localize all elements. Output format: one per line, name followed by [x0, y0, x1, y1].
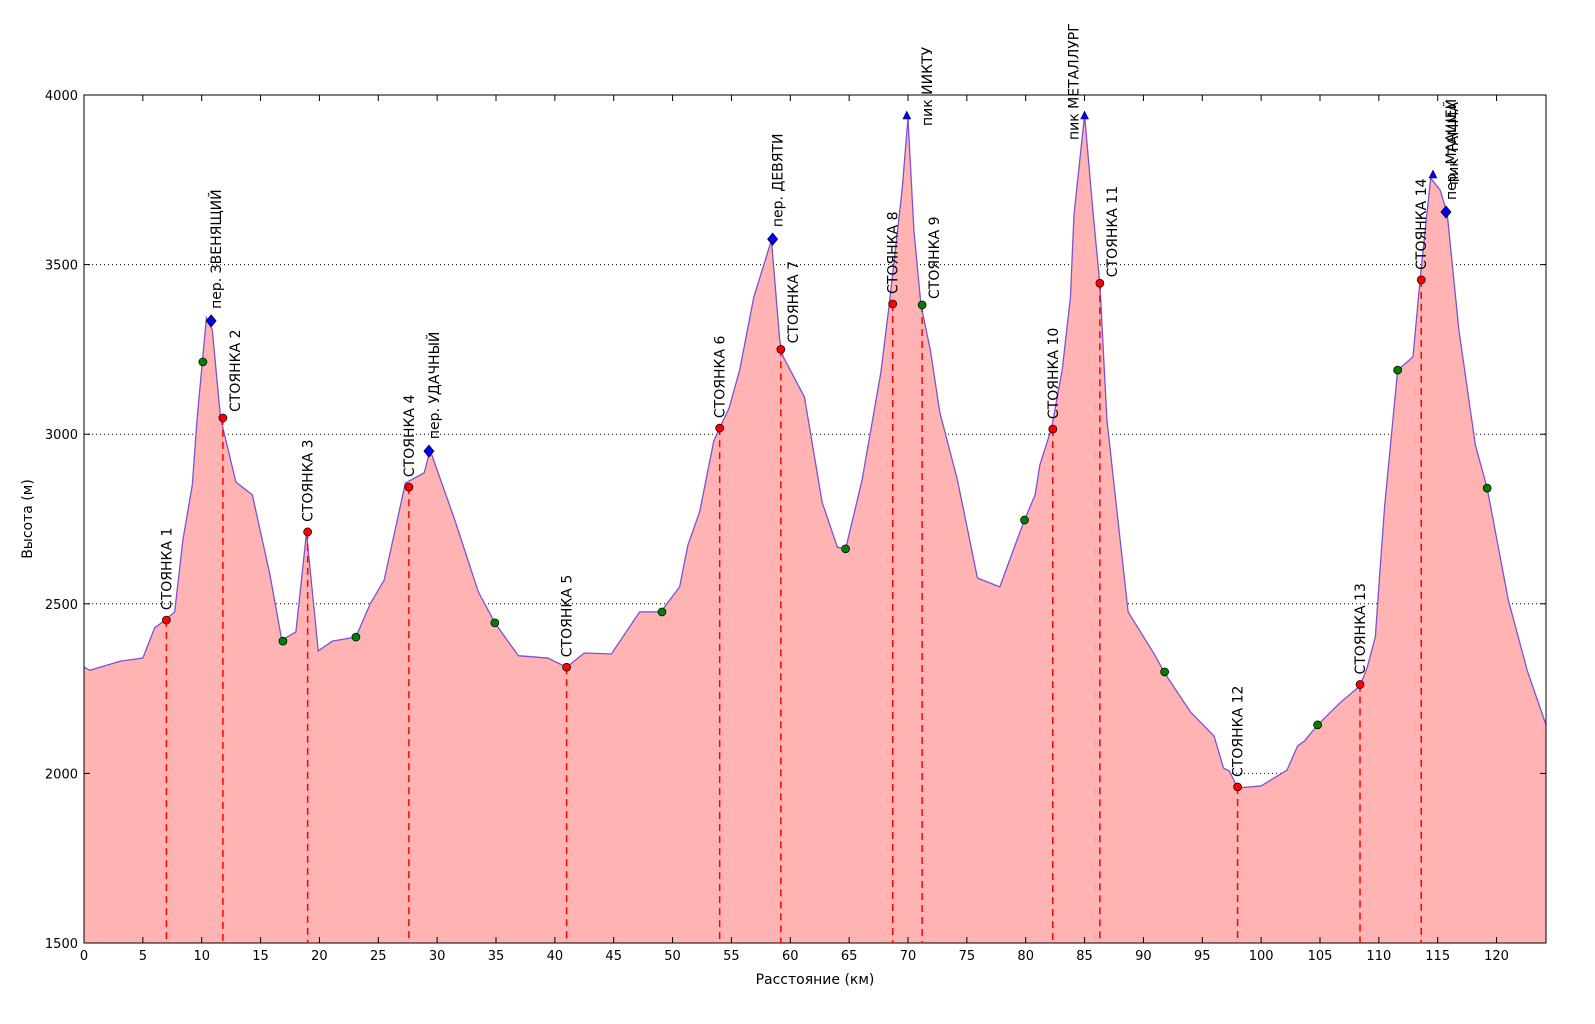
y-tick-label: 1500	[45, 937, 78, 952]
plot-frame	[83, 94, 1547, 944]
camp-label: СТОЯНКА 14	[1414, 178, 1430, 269]
pass-label: пер. УДАЧНЫЙ	[425, 332, 443, 440]
camp-marker	[1048, 424, 1058, 434]
x-tick-label: 35	[488, 949, 505, 964]
camp-marker	[1233, 782, 1242, 792]
peak-label: пик ИИКТУ	[920, 46, 936, 126]
camp-marker	[715, 423, 725, 433]
peak-label: пик ТАММА	[1446, 102, 1462, 185]
pass-marker	[767, 232, 779, 246]
camp-label: СТОЯНКА 11	[1105, 186, 1121, 277]
x-tick-label: 15	[252, 949, 269, 964]
camp-label: СТОЯНКА 6	[713, 336, 729, 419]
pass-label: пер. ДЕВЯТИ	[771, 133, 787, 227]
x-tick-label: 110	[1366, 949, 1391, 964]
waypoint-marker	[278, 636, 288, 646]
y-axis-label: Высота (м)	[20, 479, 36, 559]
x-tick-label: 50	[664, 949, 681, 964]
pass-marker	[1440, 205, 1452, 219]
camp-label: СТОЯНКА 10	[1046, 328, 1062, 419]
x-tick-label: 100	[1249, 949, 1274, 964]
x-tick-label: 20	[311, 949, 328, 964]
x-tick-label: 60	[782, 949, 799, 964]
waypoint-marker	[198, 357, 208, 367]
y-tick-label: 2500	[45, 598, 78, 613]
x-tick-label: 0	[80, 949, 88, 964]
camp-marker	[1416, 275, 1426, 285]
camp-marker	[888, 299, 898, 309]
waypoint-marker	[841, 544, 850, 554]
x-tick-label: 25	[370, 949, 387, 964]
x-tick-label: 70	[900, 949, 917, 964]
peak-marker	[1428, 169, 1438, 179]
y-tick-label: 4000	[45, 89, 78, 104]
x-tick-label: 5	[139, 949, 147, 964]
profile-line	[83, 114, 1547, 789]
pass-label: пер. МААШЕЙ	[1442, 99, 1460, 200]
waypoint-marker	[490, 618, 500, 628]
pass-label: пер. ЗВЕНЯЩИЙ	[207, 189, 225, 309]
x-tick-label: 115	[1425, 949, 1450, 964]
y-tick-label: 2000	[45, 767, 78, 782]
camp-marker	[162, 615, 171, 625]
y-tick-label: 3000	[45, 428, 78, 443]
peak-label: пик МЕТАЛЛУРГ	[1067, 23, 1083, 140]
camp-marker	[303, 527, 313, 537]
x-tick-label: 95	[1194, 949, 1211, 964]
camp-marker	[404, 482, 414, 492]
waypoint-marker	[657, 607, 667, 617]
x-tick-label: 40	[547, 949, 564, 964]
pass-marker	[205, 314, 217, 328]
area-fill	[84, 115, 1546, 943]
camp-marker	[218, 413, 228, 423]
waypoint-marker	[1313, 720, 1322, 730]
camp-marker	[776, 345, 786, 354]
x-tick-label: 90	[1135, 949, 1152, 964]
x-tick-label: 10	[193, 949, 210, 964]
camp-label: СТОЯНКА 1	[159, 528, 175, 610]
pass-marker	[423, 444, 435, 458]
waypoint-marker	[351, 632, 361, 642]
camp-label: СТОЯНКА 7	[786, 261, 802, 343]
waypoint-marker	[1393, 365, 1403, 375]
camp-marker	[1355, 680, 1365, 689]
camp-label: СТОЯНКА 9	[927, 216, 943, 298]
waypoint-marker	[1482, 483, 1492, 493]
x-tick-label: 55	[723, 949, 740, 964]
x-tick-label: 85	[1076, 949, 1093, 964]
camp-label: СТОЯНКА 12	[1231, 686, 1247, 777]
waypoint-marker	[1160, 667, 1169, 677]
waypoint-marker	[1020, 515, 1029, 525]
x-tick-label: 105	[1308, 949, 1333, 964]
camp-label: СТОЯНКА 3	[301, 439, 317, 521]
peak-marker	[902, 110, 912, 120]
x-tick-label: 75	[959, 949, 976, 964]
x-tick-label: 30	[429, 949, 446, 964]
camp-label: СТОЯНКА 13	[1353, 583, 1369, 674]
x-tick-label: 45	[605, 949, 622, 964]
camp-label: СТОЯНКА 4	[402, 395, 418, 478]
camp-marker	[917, 300, 927, 310]
x-tick-label: 80	[1017, 949, 1034, 964]
camp-marker	[562, 662, 571, 672]
y-tick-label: 3500	[45, 259, 78, 274]
camp-marker	[1095, 278, 1105, 288]
camp-label: СТОЯНКА 8	[886, 211, 902, 293]
x-tick-label: 120	[1484, 949, 1509, 964]
camp-label: СТОЯНКА 2	[228, 329, 244, 411]
peak-marker	[1080, 110, 1089, 120]
x-tick-label: 65	[841, 949, 858, 964]
x-axis-label: Расстояние (км)	[756, 972, 875, 988]
camp-label: СТОЯНКА 5	[560, 575, 576, 657]
